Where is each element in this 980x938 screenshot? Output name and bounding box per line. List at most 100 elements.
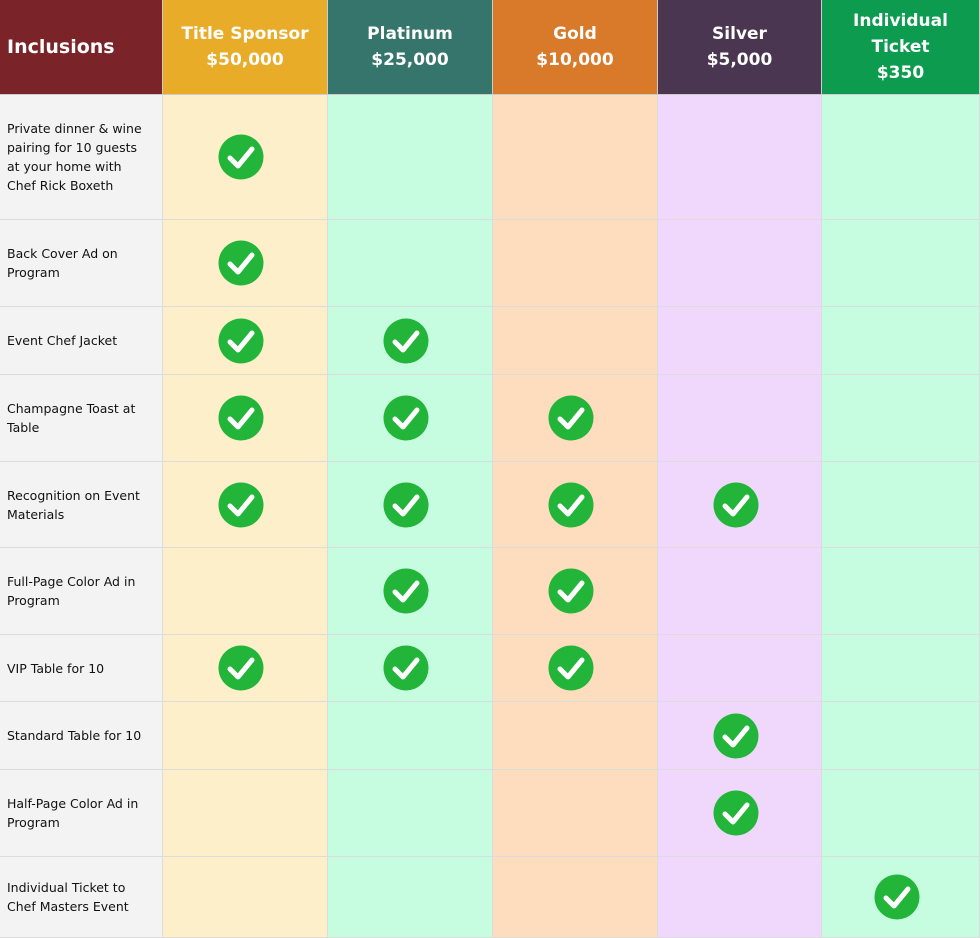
check-icon	[548, 645, 594, 691]
label-text: Standard Table for 10	[7, 728, 142, 743]
tier-cell	[328, 702, 493, 770]
row-label: Individual Ticket to Chef Masters Event	[0, 857, 163, 938]
label-text: Recognition on Event Materials	[7, 487, 140, 522]
tier-cell	[163, 770, 328, 857]
tier-price: $25,000	[371, 50, 449, 70]
tier-cell	[163, 95, 328, 220]
tier-cell	[822, 635, 980, 702]
tier-header: Individual Ticket $350	[822, 0, 980, 95]
header-title: Inclusions	[7, 36, 115, 58]
check-icon	[383, 395, 429, 441]
tier-cell	[328, 635, 493, 702]
tier-cell	[658, 770, 822, 857]
tier-cell	[822, 220, 980, 307]
tier-cell	[658, 702, 822, 770]
label-text: VIP Table for 10	[7, 660, 105, 676]
tier-cell	[658, 857, 822, 938]
tier-cell	[328, 548, 493, 635]
header-cell: Inclusions	[0, 0, 163, 95]
tier-cell	[328, 307, 493, 375]
tier-cell	[658, 635, 822, 702]
row-label: Recognition on Event Materials	[0, 462, 163, 548]
check-icon	[218, 645, 264, 691]
tier-cell	[658, 220, 822, 307]
row-label: Full-Page Color Ad in Program	[0, 548, 163, 635]
tier-cell	[163, 375, 328, 462]
tier-cell	[822, 548, 980, 635]
row-label: Back Cover Ad on Program	[0, 220, 163, 307]
tier-price: $350	[876, 63, 925, 83]
tier-cell	[493, 95, 658, 220]
row-label: Standard Table for 10	[0, 702, 163, 770]
check-icon	[383, 482, 429, 527]
label-text: Back Cover Ad on Program	[7, 246, 118, 280]
tier-cell	[658, 462, 822, 548]
tier-cell	[328, 770, 493, 857]
tier-cell	[328, 375, 493, 462]
check-icon	[218, 318, 264, 363]
check-icon	[218, 134, 264, 180]
tier-cell	[493, 857, 658, 938]
check-icon	[874, 874, 919, 920]
check-icon	[713, 713, 758, 758]
row-label: Half-Page Color Ad in Program	[0, 770, 163, 857]
tier-cell	[493, 220, 658, 307]
tier-price: $50,000	[206, 50, 284, 70]
tier-price: $5,000	[706, 50, 773, 70]
tier-name: Platinum	[367, 24, 453, 44]
tier-cell	[328, 220, 493, 307]
check-icon	[218, 482, 264, 527]
check-icon	[218, 240, 264, 286]
tier-cell	[493, 770, 658, 857]
tier-cell	[328, 462, 493, 548]
tier-cell	[163, 857, 328, 938]
tier-cell	[493, 307, 658, 375]
row-label: Champagne Toast at Table	[0, 375, 163, 462]
label-text: Half-Page Color Ad in Program	[7, 796, 139, 830]
label-text: Event Chef Jacket	[7, 333, 118, 348]
tier-cell	[493, 462, 658, 548]
tier-cell	[658, 307, 822, 375]
tier-cell	[822, 770, 980, 857]
tier-cell	[822, 462, 980, 548]
tier-header: Silver $5,000	[658, 0, 822, 95]
check-icon	[383, 645, 429, 691]
row-label: VIP Table for 10	[0, 635, 163, 702]
tier-cell	[493, 702, 658, 770]
label-text: Private dinner & wine pairing for 10 gue…	[7, 121, 142, 193]
label-text: Full-Page Color Ad in Program	[7, 574, 136, 608]
tier-name: Individual Ticket	[853, 11, 948, 57]
tier-header: Platinum $25,000	[328, 0, 493, 95]
label-text: Individual Ticket to Chef Masters Event	[7, 880, 129, 914]
tier-cell	[658, 95, 822, 220]
tier-cell	[493, 375, 658, 462]
check-icon	[713, 790, 758, 836]
check-icon	[218, 395, 264, 441]
tier-cell	[658, 375, 822, 462]
tier-cell	[822, 307, 980, 375]
row-label: Private dinner & wine pairing for 10 gue…	[0, 95, 163, 220]
row-label: Event Chef Jacket	[0, 307, 163, 375]
check-icon	[383, 568, 429, 614]
label-text: Champagne Toast at Table	[7, 401, 136, 435]
tier-cell	[163, 548, 328, 635]
tier-name: Silver	[712, 24, 767, 44]
tier-name: Title Sponsor	[181, 24, 309, 44]
tier-cell	[328, 95, 493, 220]
tier-header: Title Sponsor $50,000	[163, 0, 328, 95]
tier-cell	[822, 95, 980, 220]
check-icon	[548, 568, 594, 614]
tier-header: Gold $10,000	[493, 0, 658, 95]
check-icon	[383, 318, 429, 363]
tier-cell	[822, 375, 980, 462]
tier-cell	[493, 635, 658, 702]
tier-cell	[822, 857, 980, 938]
tier-cell	[163, 635, 328, 702]
tier-cell	[163, 307, 328, 375]
tier-cell	[493, 548, 658, 635]
tier-name: Gold	[553, 24, 597, 44]
tier-cell	[163, 702, 328, 770]
tier-cell	[163, 462, 328, 548]
tier-cell	[163, 220, 328, 307]
